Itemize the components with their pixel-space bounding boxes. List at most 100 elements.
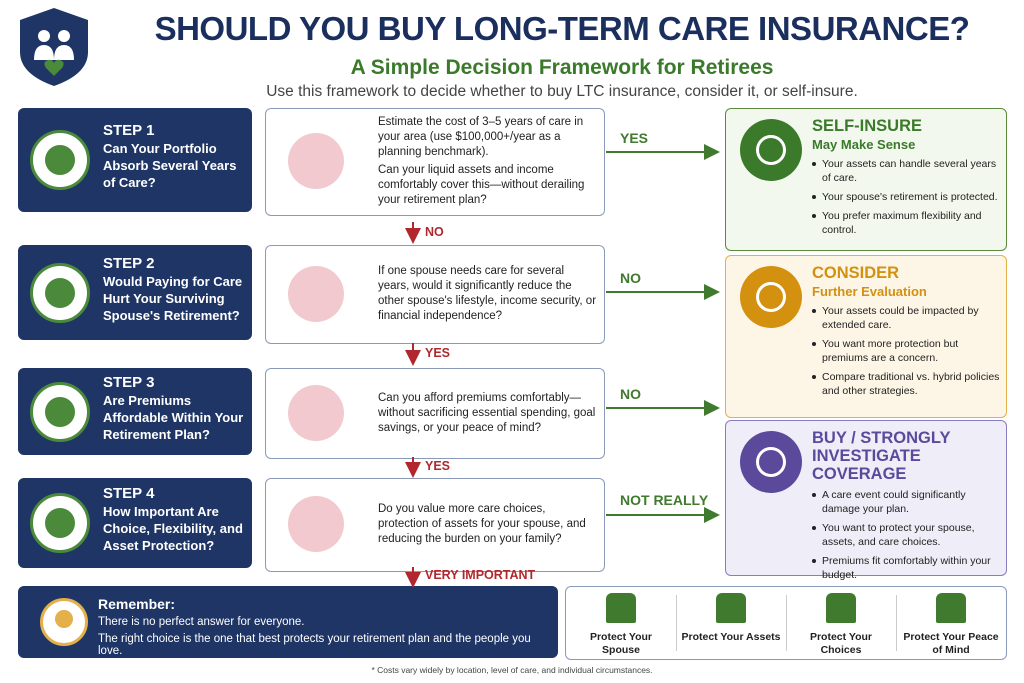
outcome-point: Your spouse's retirement is protected. [812, 190, 1002, 204]
step-detail: Do you value more care choices, protecti… [265, 478, 605, 572]
protect-box: Protect Your Spouse Protect Your Assets Pr… [565, 586, 1007, 660]
icon [756, 282, 786, 312]
icon [288, 133, 344, 189]
remember-title: Remember: [98, 596, 176, 612]
step-label: STEP 3 [103, 373, 155, 391]
icon [288, 384, 344, 441]
bullet [812, 309, 816, 313]
icon [45, 145, 75, 175]
icon [288, 496, 344, 552]
detail-line: Estimate the cost of 3–5 years of care i… [378, 116, 584, 158]
step-detail: Estimate the cost of 3–5 years of care i… [265, 108, 605, 216]
outcome-point: A care event could significantly damage … [812, 488, 1002, 516]
outcome-title: SELF-INSURE [812, 117, 923, 135]
icon [756, 135, 786, 165]
step-question: Can Your Portfolio Absorb Several Years … [103, 141, 237, 190]
down-answer: VERY IMPORTANT [425, 568, 536, 582]
outcome-point: You want to protect your spouse, assets,… [812, 521, 1002, 549]
side-answer: YES [620, 130, 649, 146]
protect-icon [716, 593, 746, 623]
step-question: How Important Are Choice, Flexibility, a… [103, 504, 243, 553]
bullet [812, 214, 816, 218]
icon [30, 493, 90, 553]
down-answer: NO [425, 225, 444, 239]
detail-line: Do you value more care choices, protecti… [378, 503, 586, 545]
step-box: STEP 3 Are Premiums Affordable Within You… [18, 368, 252, 455]
detail-text: Can you afford premiums comfortably—with… [378, 377, 598, 452]
outcome-text: BUY / STRONGLY INVESTIGATE COVERAGE A car… [812, 429, 1002, 582]
protect-label: Protect Your Spouse [589, 631, 653, 656]
step-box: STEP 1 Can Your Portfolio Absorb Several … [18, 108, 252, 212]
title: SHOULD YOU BUY LONG-TERM CARE INSURANCE? [154, 10, 970, 47]
icon [45, 508, 75, 538]
icon [55, 610, 73, 628]
bullet [812, 559, 816, 563]
step-detail: Can you afford premiums comfortably—with… [265, 368, 605, 459]
step-box: STEP 4 How Important Are Choice, Flexibil… [18, 478, 252, 568]
side-answer: NO [620, 386, 641, 402]
subtitle: A Simple Decision Framework for Retirees [350, 56, 774, 79]
divider [896, 595, 897, 651]
detail-line: If one spouse needs care for several yea… [378, 265, 597, 322]
outcome-point: Premiums fit comfortably within your bud… [812, 554, 1002, 582]
step-question: Would Paying for Care Hurt Your Survivin… [103, 273, 243, 323]
outcome-text: SELF-INSURE May Make Sense Your assets can… [812, 117, 1002, 237]
detail-text: Estimate the cost of 3–5 years of care i… [378, 116, 598, 209]
bullet [812, 493, 816, 497]
remember-line: The right choice is the one that best pr… [98, 633, 531, 657]
side-answer: NOT REALLY [620, 492, 709, 508]
outcome-title: CONSIDER [812, 264, 900, 282]
outcome-box: SELF-INSURE May Make Sense Your assets can… [725, 108, 1007, 251]
divider [676, 595, 677, 651]
remember-box: Remember: There is no perfect answer for … [18, 586, 558, 658]
outcome-point: Compare traditional vs. hybrid policies … [812, 370, 1002, 398]
icon [45, 277, 75, 308]
down-answer: YES [425, 459, 451, 473]
detail-line: Can your liquid assets and income comfor… [378, 164, 585, 206]
icon [30, 130, 90, 190]
outcome-subtitle: May Make Sense [812, 137, 916, 152]
side-answer: NO [620, 270, 641, 286]
icon [288, 265, 344, 322]
step-label: STEP 4 [103, 485, 155, 502]
divider [786, 595, 787, 651]
protect-icon [606, 593, 636, 623]
bullet [812, 195, 816, 199]
outcome-text: CONSIDER Further Evaluation Your assets co… [812, 264, 1002, 398]
down-answer: YES [425, 346, 451, 360]
detail-text: Do you value more care choices, protecti… [378, 487, 598, 565]
protect-icon [936, 593, 966, 623]
step-label: STEP 2 [103, 254, 155, 272]
outcome-subtitle: Further Evaluation [812, 284, 927, 299]
bullet [812, 375, 816, 379]
outcome-box: BUY / STRONGLY INVESTIGATE COVERAGE A car… [725, 420, 1007, 581]
outcome-point: Your assets could be impacted by extende… [812, 304, 1002, 332]
protect-icon [826, 593, 856, 623]
protect-label: Protect Your Choices [809, 631, 873, 656]
outcome-point: Your assets can handle several years of … [812, 157, 1002, 185]
step-question: Are Premiums Affordable Within Your Reti… [103, 392, 244, 442]
bullet [812, 342, 816, 346]
protect-label: Protect Your Peace of Mind [903, 631, 999, 656]
outcome-title: BUY / STRONGLY INVESTIGATE COVERAGE [812, 429, 951, 483]
step-detail: If one spouse needs care for several yea… [265, 245, 605, 344]
bullet [812, 162, 816, 166]
outcome-box: CONSIDER Further Evaluation Your assets co… [725, 255, 1007, 418]
outcome-point: You want more protection but premiums ar… [812, 337, 1002, 365]
icon [45, 396, 75, 427]
outcome-point: You prefer maximum flexibility and contr… [812, 209, 1002, 237]
icon [756, 447, 786, 477]
remember-line: There is no perfect answer for everyone. [98, 616, 305, 628]
step-box: STEP 2 Would Paying for Care Hurt Your Su… [18, 245, 252, 340]
detail-text: If one spouse needs care for several yea… [378, 254, 598, 337]
step-label: STEP 1 [103, 122, 155, 139]
footnote: * Costs vary widely by location, level o… [371, 665, 653, 675]
intro: Use this framework to decide whether to … [266, 83, 858, 100]
logo [20, 8, 88, 86]
bullet [812, 526, 816, 530]
protect-label: Protect Your Assets [681, 631, 781, 643]
detail-line: Can you afford premiums comfortably—with… [378, 391, 596, 434]
